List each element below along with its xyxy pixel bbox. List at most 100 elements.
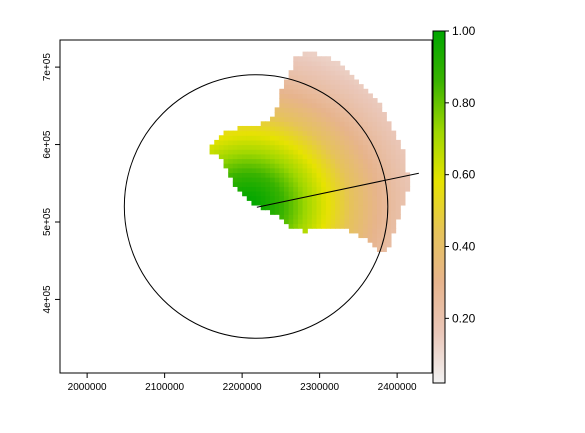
raster-cell	[353, 93, 359, 99]
raster-cell	[214, 144, 220, 150]
raster-cell	[307, 121, 313, 127]
raster-cell	[367, 167, 373, 174]
raster-cell	[390, 177, 397, 183]
raster-cell	[381, 223, 387, 229]
colorbar-tick-label: 0.60	[452, 168, 476, 182]
raster-cell	[283, 195, 290, 201]
raster-cell	[288, 144, 294, 150]
raster-cell	[283, 130, 290, 136]
raster-cell	[232, 144, 239, 150]
raster-cell	[353, 79, 359, 85]
raster-cell	[316, 74, 322, 81]
raster-cell	[349, 163, 355, 169]
raster-cell	[256, 139, 262, 146]
raster-cell	[386, 125, 392, 132]
raster-cell	[335, 200, 341, 206]
raster-cell	[265, 153, 271, 160]
raster-cell	[274, 121, 280, 127]
raster-cell	[349, 98, 355, 104]
raster-cell	[325, 223, 332, 229]
raster-cell	[270, 186, 276, 192]
raster-cell	[270, 209, 276, 215]
raster-cell	[265, 181, 271, 187]
raster-cell	[297, 163, 304, 169]
raster-cell	[325, 56, 332, 62]
raster-cell	[367, 130, 373, 136]
raster-cell	[339, 195, 346, 201]
raster-cell	[349, 209, 355, 215]
raster-cell	[395, 200, 401, 206]
raster-cell	[297, 158, 304, 164]
raster-cell	[321, 158, 327, 164]
raster-cell	[283, 84, 290, 90]
raster-cell	[251, 167, 257, 174]
raster-cell	[353, 191, 359, 197]
raster-cell	[237, 144, 243, 150]
raster-cell	[288, 70, 294, 76]
raster-cell	[316, 149, 322, 155]
raster-cell	[270, 158, 276, 164]
raster-cell	[311, 214, 318, 220]
raster-cell	[232, 149, 239, 155]
raster-cell	[293, 93, 299, 99]
raster-cell	[381, 186, 387, 192]
raster-cell	[307, 200, 313, 206]
raster-cell	[256, 172, 262, 178]
raster-cell	[251, 177, 257, 183]
raster-cell	[349, 186, 355, 192]
raster-cell	[256, 158, 262, 164]
raster-cell	[344, 177, 350, 183]
raster-cell	[372, 172, 378, 178]
raster-cell	[339, 93, 346, 99]
raster-cell	[302, 116, 308, 122]
raster-cell	[367, 181, 373, 187]
raster-cell	[270, 204, 276, 211]
raster-cell	[251, 158, 257, 164]
raster-cell	[321, 135, 327, 141]
raster-cell	[228, 130, 234, 136]
raster-cell	[363, 93, 369, 99]
raster-cell	[372, 218, 378, 225]
raster-cell	[228, 135, 234, 141]
raster-cell	[307, 163, 313, 169]
raster-cell	[349, 102, 355, 108]
raster-cell	[274, 158, 280, 164]
raster-cell	[349, 191, 355, 197]
raster-cell	[395, 163, 401, 169]
raster-cell	[251, 186, 257, 192]
raster-cell	[218, 135, 225, 141]
raster-cell	[288, 177, 294, 183]
raster-cell	[335, 172, 341, 178]
raster-cell	[307, 65, 313, 71]
raster-cell	[367, 135, 373, 141]
raster-cell	[293, 135, 299, 141]
raster-cell	[353, 88, 359, 95]
raster-cell	[223, 130, 229, 136]
colorbar: 1.00 0.80 0.60 0.40 0.20	[432, 24, 476, 384]
raster-cell	[293, 163, 299, 169]
raster-cell	[302, 65, 308, 71]
raster-cell	[307, 195, 313, 201]
raster-cell	[297, 144, 304, 150]
raster-cell	[279, 163, 285, 169]
raster-cell	[339, 130, 346, 136]
raster-cell	[283, 107, 290, 113]
raster-cell	[325, 191, 332, 197]
raster-cell	[242, 135, 248, 141]
raster-cell	[232, 135, 239, 141]
raster-cell	[288, 102, 294, 108]
raster-cell	[344, 167, 350, 174]
raster-cell	[372, 195, 378, 201]
raster-cell	[316, 60, 322, 67]
raster-cell	[367, 191, 373, 197]
raster-cell	[307, 218, 313, 225]
raster-cell	[293, 116, 299, 122]
raster-cell	[363, 214, 369, 220]
raster-cell	[339, 204, 346, 211]
raster-cell	[307, 74, 313, 81]
raster-cell	[344, 84, 350, 90]
raster-cell	[358, 144, 364, 150]
raster-cell	[260, 172, 266, 178]
raster-cell	[353, 112, 359, 118]
raster-cell	[302, 84, 308, 90]
